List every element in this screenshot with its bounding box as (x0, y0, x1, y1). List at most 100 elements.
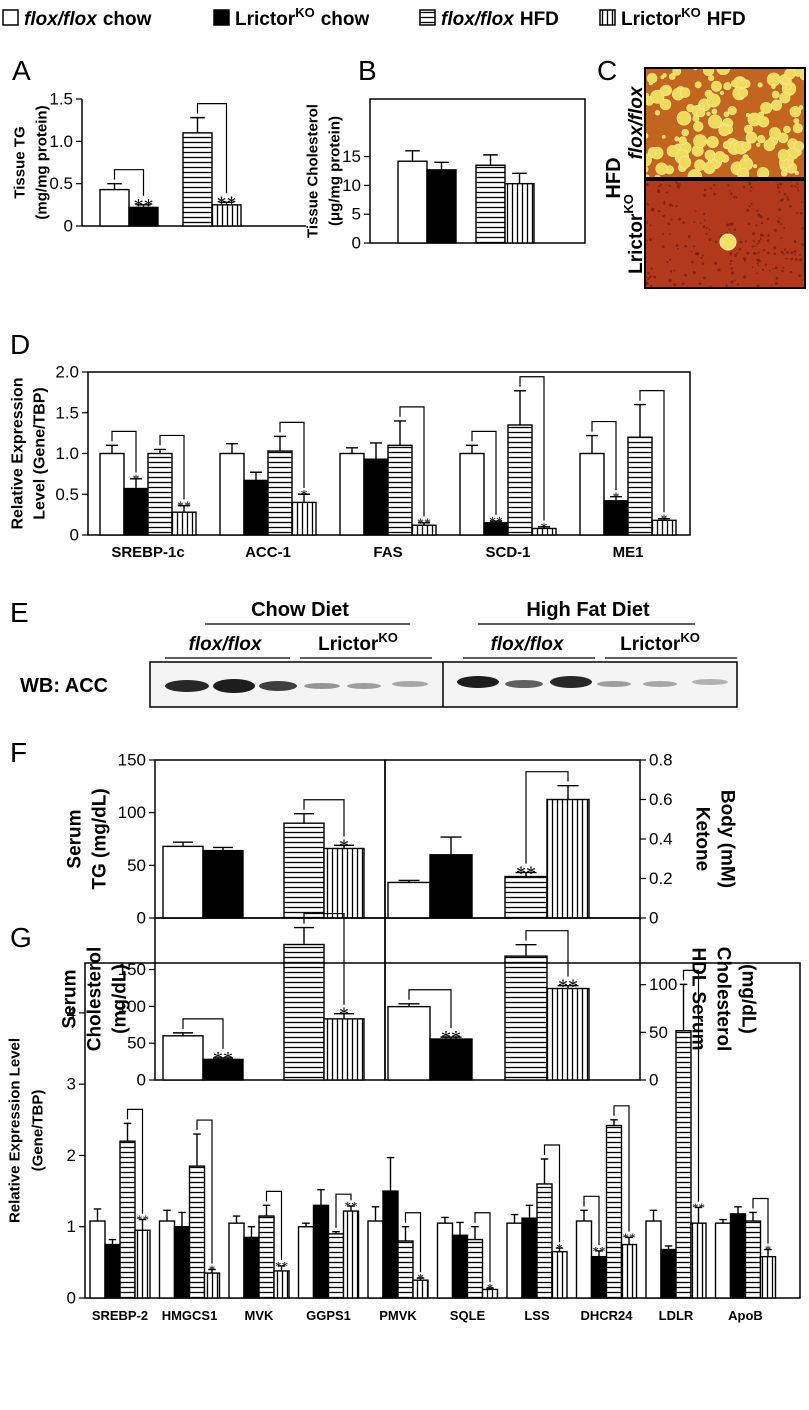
lipid-droplet (737, 168, 750, 178)
panel-label: D (10, 329, 30, 360)
nucleus (705, 232, 708, 235)
nucleus (757, 213, 761, 217)
bar (327, 1233, 345, 1299)
nucleus (748, 205, 751, 208)
nucleus (673, 269, 676, 272)
error-bar (540, 1158, 549, 1184)
nucleus (703, 193, 707, 197)
nucleus (692, 270, 696, 274)
bar (104, 1243, 121, 1299)
lipid-droplet (757, 120, 762, 125)
lipid-droplet (693, 121, 704, 132)
nucleus (783, 193, 787, 196)
lipid-droplet (756, 142, 761, 147)
genotype-label: flox/flox (626, 85, 647, 159)
y-axis-label: Ketone (692, 807, 713, 871)
lipid-droplet (771, 84, 776, 89)
significance: ** (275, 1258, 288, 1273)
bar (551, 1250, 568, 1299)
nucleus (665, 191, 668, 194)
error-bar (405, 150, 420, 162)
y-axis-label: Tissue Cholesterol (305, 104, 322, 238)
bar (605, 1124, 623, 1299)
y-tick-label: 1.0 (49, 132, 73, 151)
error-bar (749, 1211, 757, 1222)
genotype-name: flox/flox (189, 634, 263, 655)
bar (367, 1220, 384, 1299)
lipid-droplet (745, 131, 758, 144)
lipid-droplet (793, 118, 800, 124)
bracket (279, 421, 305, 488)
image-frame (644, 179, 806, 289)
nucleus (796, 183, 799, 186)
nucleus (714, 261, 718, 265)
error-bar (123, 1122, 132, 1142)
lipid-droplet (648, 148, 656, 157)
lipid-droplet (763, 139, 776, 152)
nucleus (782, 266, 785, 269)
lipid-droplet (738, 76, 743, 82)
panel-label: A (12, 55, 31, 86)
lipid-droplet (783, 125, 791, 134)
nucleus (648, 238, 652, 242)
error-bar (764, 1248, 772, 1257)
y-tick-label: 3 (67, 1075, 76, 1094)
y-axis-label: Cholesterol (713, 947, 734, 1052)
tissue-texture (645, 180, 805, 288)
nucleus (694, 210, 697, 213)
bar (219, 452, 245, 536)
lipid-droplet (770, 99, 783, 111)
lipid-droplet (655, 162, 668, 175)
bar (171, 511, 197, 536)
category-label: SQLE (450, 1308, 486, 1323)
bracket (404, 1212, 422, 1273)
nucleus (735, 196, 738, 199)
bar (397, 160, 428, 244)
nucleus (725, 283, 728, 286)
nucleus (650, 267, 653, 270)
error-bar (418, 522, 430, 526)
nucleus (714, 240, 718, 244)
error-bar (634, 403, 646, 438)
image-frame (644, 67, 806, 179)
bar (228, 1222, 245, 1299)
y-tick-label: 0 (137, 1071, 146, 1090)
bar (339, 452, 365, 536)
bracket (525, 930, 569, 977)
legend-swatch (213, 9, 230, 26)
nucleus (645, 282, 649, 286)
nucleus (729, 252, 733, 256)
nucleus (652, 207, 655, 211)
nucleus (753, 252, 756, 255)
nucleus (702, 254, 704, 257)
lipid-droplet (687, 169, 703, 178)
error-bar (370, 442, 382, 460)
y-tick-label: 0.5 (55, 485, 79, 504)
nucleus (734, 254, 738, 258)
error-bar (173, 1032, 193, 1036)
nucleus (703, 276, 706, 280)
significance: * (339, 1004, 349, 1026)
nucleus (666, 261, 669, 264)
band (259, 681, 297, 691)
nucleus (660, 183, 662, 186)
nucleus (691, 260, 694, 264)
legend-superscript: KO (681, 5, 701, 20)
bracket (752, 1197, 769, 1244)
bracket (196, 103, 228, 194)
nucleus (776, 183, 779, 186)
bar (382, 1190, 399, 1299)
lipid-droplet (785, 84, 792, 90)
significance: * (556, 1241, 563, 1256)
nucleus (663, 202, 666, 206)
legend-genotype: flox/flox (24, 9, 98, 30)
bar (312, 1204, 330, 1299)
bar (147, 452, 173, 536)
bar (173, 1226, 191, 1299)
nucleus (649, 275, 652, 278)
nucleus (750, 186, 753, 189)
legend-label: LrictorKO chow (235, 5, 369, 30)
lipid-droplet (784, 68, 796, 80)
error-bar (294, 926, 314, 945)
bar (387, 881, 431, 919)
